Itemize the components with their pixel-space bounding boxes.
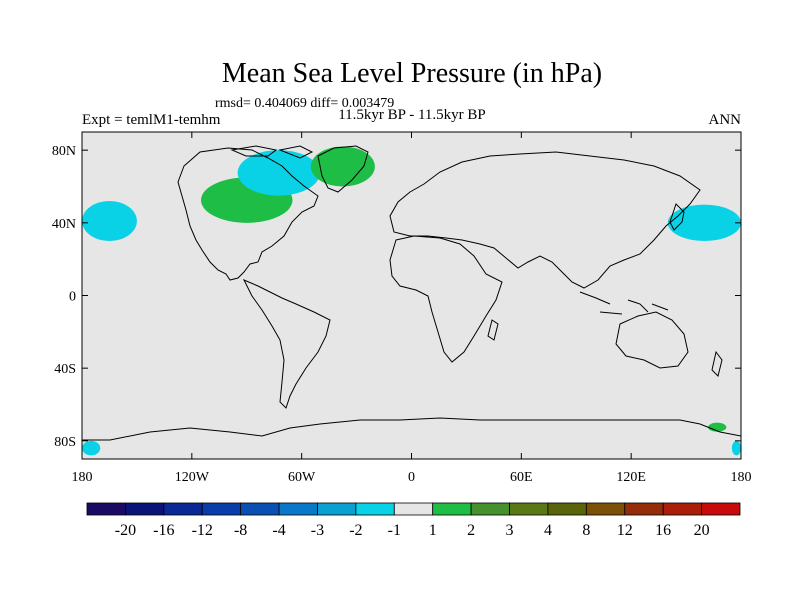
- coastlines: [82, 145, 741, 441]
- coastline-new-zealand: [711, 350, 723, 377]
- coastline-north-america: [177, 147, 319, 281]
- colorbar-box: [547, 502, 587, 516]
- colorbar-box: [163, 502, 203, 516]
- coastline-greenland: [317, 145, 369, 193]
- colorbar-label: 8: [582, 522, 590, 539]
- y-tick-label: 40S: [54, 362, 76, 377]
- coastline-arctic-islands: [230, 145, 314, 159]
- colorbar-label: 16: [655, 522, 671, 539]
- coastline-antarctica: [82, 417, 741, 441]
- y-axis: 80N 40N 0 40S 80S: [52, 144, 741, 450]
- anomaly-regions: [82, 146, 741, 456]
- colorbar-box: [662, 502, 702, 516]
- colorbar-box: [201, 502, 242, 516]
- colorbar-box: [624, 502, 664, 516]
- anomaly-region-north-pacific-west: [667, 204, 741, 241]
- colorbar-box: [585, 502, 626, 516]
- colorbar-box: [355, 502, 395, 516]
- colorbar-box: [509, 502, 549, 516]
- x-tick-label: 60E: [510, 470, 533, 485]
- colorbar-label: -2: [349, 522, 362, 539]
- colorbar-label: -20: [115, 522, 136, 539]
- colorbar-label: -4: [272, 522, 285, 539]
- colorbar-label: 4: [544, 522, 552, 539]
- subtitle-right: ANN: [709, 112, 742, 128]
- plot-background: [82, 132, 741, 459]
- x-tick-label: 120E: [616, 470, 646, 485]
- anomaly-region-greenland: [310, 146, 375, 187]
- stats-text: rmsd= 0.404069 diff= 0.003479: [215, 96, 394, 111]
- colorbar-label: 20: [694, 522, 710, 539]
- x-tick-label: 180: [731, 470, 752, 485]
- colorbar-box: [393, 502, 434, 516]
- y-tick-label: 80N: [52, 144, 76, 159]
- colorbar-label: 3: [506, 522, 514, 539]
- anomaly-region-antarctic-east: [731, 440, 741, 456]
- y-tick-label: 0: [69, 290, 76, 305]
- anomaly-region-antarctic-west: [82, 440, 101, 456]
- colorbar-label: -1: [388, 522, 401, 539]
- colorbar-box: [470, 502, 510, 516]
- anomaly-region-north-pacific-east: [82, 201, 137, 241]
- colorbar: -20 -16 -12 -8 -4 -3 -2 -1 1 2 3 4 8 12 16 20: [86, 502, 741, 539]
- colorbar-label: -12: [192, 522, 213, 539]
- coastline-japan: [669, 203, 685, 231]
- colorbar-label: 1: [429, 522, 437, 539]
- x-tick-label: 0: [408, 470, 415, 485]
- y-tick-label: 80S: [54, 435, 76, 450]
- coastline-eurasia: [389, 151, 701, 289]
- coastline-maritime-continent: [579, 291, 669, 315]
- anomaly-region-hudson-bay-area: [237, 150, 320, 196]
- coastline-south-america: [242, 279, 331, 409]
- colorbar-label: -16: [153, 522, 174, 539]
- chart-title: Mean Sea Level Pressure (in hPa): [222, 58, 602, 89]
- colorbar-box: [125, 502, 165, 516]
- colorbar-box: [278, 502, 318, 516]
- subtitle-left: Expt = temlM1-temhm: [82, 112, 221, 128]
- colorbar-box: [317, 502, 357, 516]
- x-tick-label: 60W: [288, 470, 316, 485]
- colorbar-label: 2: [467, 522, 475, 539]
- colorbar-box: [432, 502, 472, 516]
- colorbar-label: 12: [617, 522, 633, 539]
- x-tick-label: 120W: [175, 470, 210, 485]
- colorbar-box: [701, 502, 741, 516]
- x-tick-label: 180: [72, 470, 93, 485]
- coastline-australia: [615, 311, 689, 369]
- coastline-madagascar: [487, 319, 499, 341]
- coastline-africa: [389, 235, 503, 363]
- x-axis: 180 120W 60W 0 60E 120E 180: [72, 132, 752, 485]
- colorbar-box: [240, 502, 280, 516]
- colorbar-label: -8: [234, 522, 247, 539]
- colorbar-label: -3: [311, 522, 324, 539]
- colorbar-box: [86, 502, 126, 516]
- subtitle-center: 11.5kyr BP - 11.5kyr BP: [338, 107, 486, 123]
- y-tick-label: 40N: [52, 217, 76, 232]
